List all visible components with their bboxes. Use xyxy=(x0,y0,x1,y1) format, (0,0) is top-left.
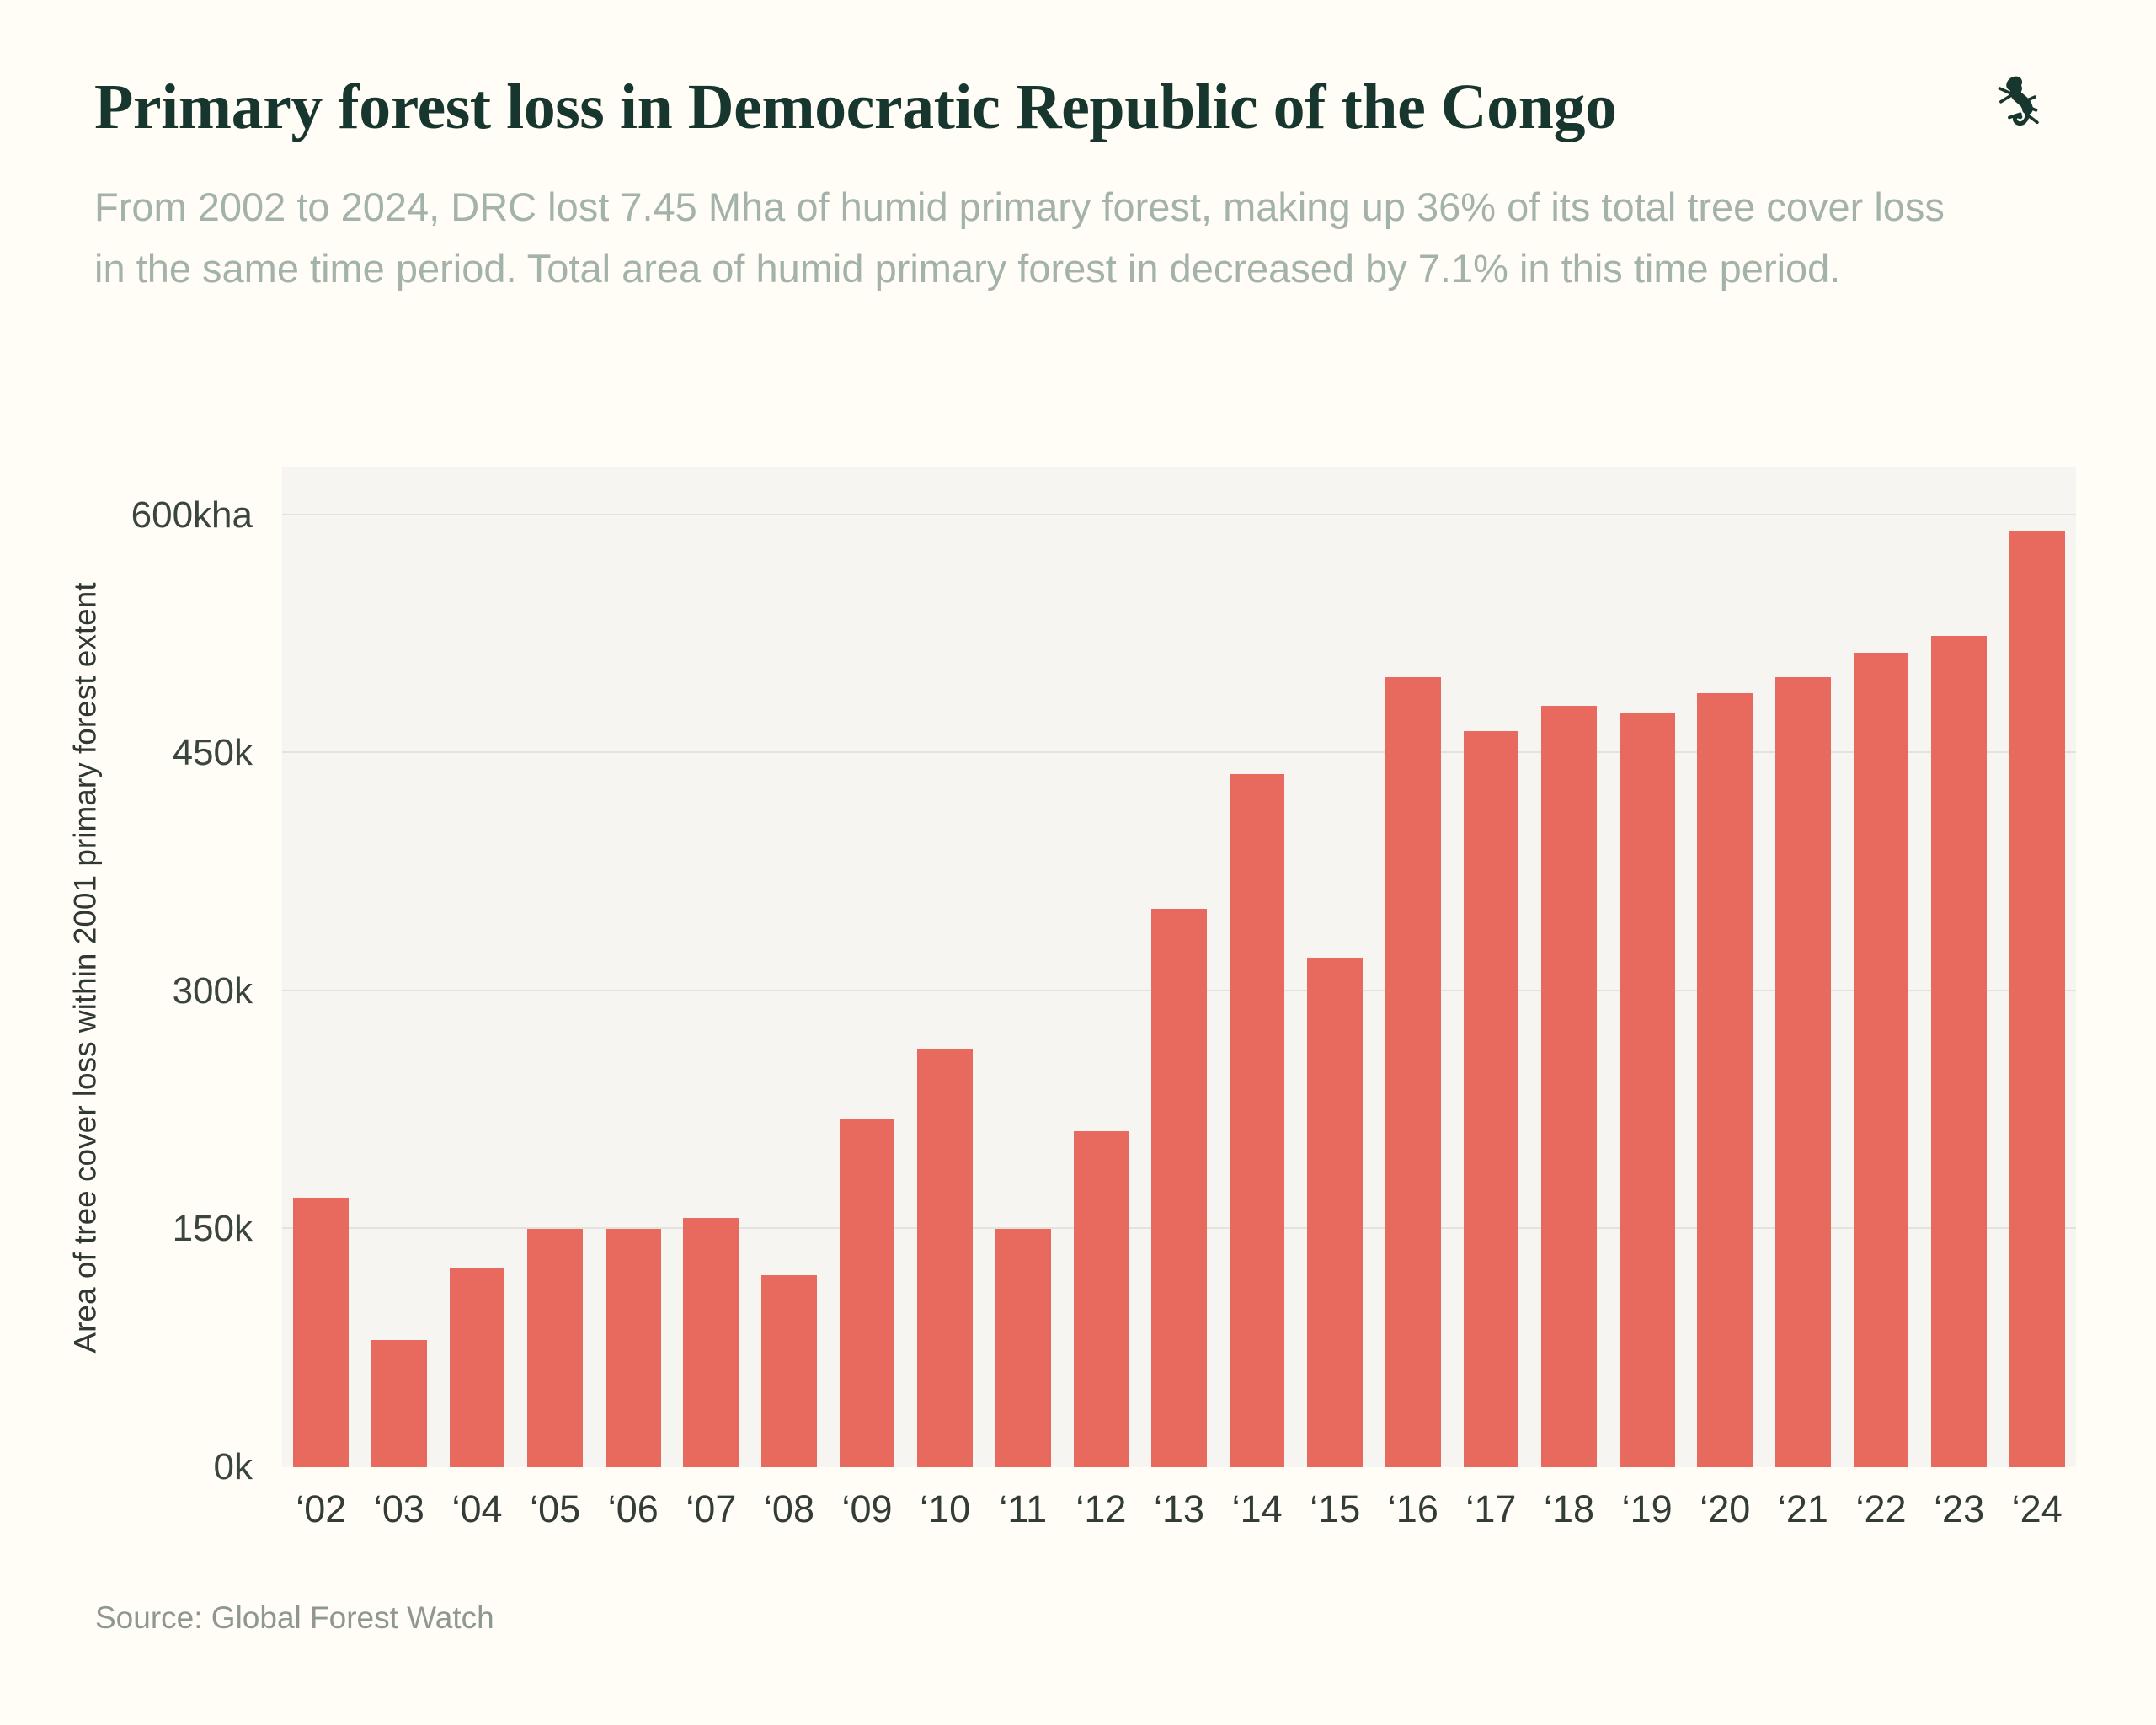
bar-slot xyxy=(282,467,360,1467)
x-tick-label: ‘05 xyxy=(530,1487,581,1530)
x-tick-label: ‘20 xyxy=(1700,1487,1751,1530)
bar-20 xyxy=(1697,692,1753,1467)
x-tick-label: ‘16 xyxy=(1387,1487,1438,1530)
y-axis-ticks: 0k 150k 300k 450k 600kha xyxy=(0,467,253,1487)
x-tick-label: ‘18 xyxy=(1544,1487,1595,1530)
y-tick-label: 300k xyxy=(172,969,253,1012)
bar-slot xyxy=(1062,467,1140,1467)
bar-slot xyxy=(1452,467,1530,1467)
x-tick-label: ‘21 xyxy=(1777,1487,1828,1530)
bars xyxy=(282,467,2076,1467)
bar-slot xyxy=(1218,467,1296,1467)
bar-slot xyxy=(1608,467,1686,1467)
bar-slot xyxy=(1686,467,1764,1467)
x-tick-label: ‘07 xyxy=(686,1487,737,1530)
y-tick-label: 150k xyxy=(172,1208,253,1250)
gridline xyxy=(282,513,2076,515)
x-tick-label: ‘22 xyxy=(1855,1487,1907,1530)
bar-slot xyxy=(360,467,439,1467)
bar-slot xyxy=(672,467,750,1467)
y-tick-label: 450k xyxy=(172,732,253,774)
x-tick-label: ‘15 xyxy=(1310,1487,1361,1530)
x-tick-label: ‘12 xyxy=(1075,1487,1127,1530)
bar-08 xyxy=(761,1275,817,1467)
bar-09 xyxy=(839,1118,895,1467)
x-tick-label: ‘14 xyxy=(1231,1487,1283,1530)
chart-subtitle: From 2002 to 2024, DRC lost 7.45 Mha of … xyxy=(94,184,1945,291)
bar-12 xyxy=(1073,1130,1129,1467)
bar-slot xyxy=(516,467,595,1467)
x-tick-label: ‘17 xyxy=(1465,1487,1517,1530)
x-tick-label: ‘09 xyxy=(841,1487,893,1530)
bar-14 xyxy=(1229,773,1285,1467)
bar-slot xyxy=(1296,467,1374,1467)
header: Primary forest loss in Democratic Republ… xyxy=(94,72,2065,300)
bar-slot xyxy=(1998,467,2076,1467)
x-axis-labels: ‘02 ‘03 ‘04 ‘05 ‘06 ‘07 ‘08 ‘09 ‘10 ‘11 ‘12 ‘13 ‘14 ‘… xyxy=(282,1487,2076,1531)
x-tick-label: ‘11 xyxy=(999,1487,1048,1530)
source-note: Source: Global Forest Watch xyxy=(95,1600,494,1635)
bar-07 xyxy=(683,1218,739,1467)
x-tick-label: ‘06 xyxy=(607,1487,659,1530)
bar-06 xyxy=(605,1229,661,1467)
bar-23 xyxy=(1931,635,1987,1467)
x-tick-label: ‘13 xyxy=(1153,1487,1205,1530)
bar-slot xyxy=(984,467,1062,1467)
bar-slot xyxy=(1920,467,1999,1467)
bar-slot xyxy=(1764,467,1843,1467)
bar-24 xyxy=(2009,531,2065,1467)
bar-02 xyxy=(293,1197,350,1467)
gridline xyxy=(282,751,2076,754)
bar-10 xyxy=(917,1049,974,1467)
bar-slot xyxy=(594,467,672,1467)
title-row: Primary forest loss in Democratic Republ… xyxy=(94,72,2065,147)
bar-slot xyxy=(828,467,906,1467)
bar-21 xyxy=(1775,676,1831,1467)
bar-16 xyxy=(1385,676,1441,1467)
bar-04 xyxy=(449,1267,505,1467)
bar-slot xyxy=(1374,467,1453,1467)
y-tick-label: 0k xyxy=(213,1446,253,1487)
bar-05 xyxy=(527,1229,583,1467)
x-tick-label: ‘10 xyxy=(920,1487,971,1530)
bar-slot xyxy=(906,467,985,1467)
x-tick-label: ‘04 xyxy=(451,1487,503,1530)
x-tick-label: ‘03 xyxy=(373,1487,424,1530)
x-tick-label: ‘24 xyxy=(2011,1487,2063,1530)
gecko-logo-icon xyxy=(1988,69,2065,147)
bar-slot xyxy=(1530,467,1609,1467)
bar-slot xyxy=(1842,467,1920,1467)
bar-15 xyxy=(1307,958,1364,1467)
bar-18 xyxy=(1541,705,1597,1467)
bar-13 xyxy=(1151,908,1207,1467)
y-tick-label: 600kha xyxy=(131,494,253,536)
x-tick-label: ‘19 xyxy=(1621,1487,1673,1530)
bar-slot xyxy=(1140,467,1219,1467)
x-tick-label: ‘08 xyxy=(763,1487,814,1530)
bar-03 xyxy=(371,1340,427,1467)
plot-area xyxy=(282,467,2076,1467)
bar-17 xyxy=(1463,730,1519,1467)
x-tick-label: ‘02 xyxy=(296,1487,347,1530)
bar-19 xyxy=(1619,713,1675,1467)
page-title: Primary forest loss in Democratic Republ… xyxy=(94,72,1617,142)
bar-slot xyxy=(750,467,829,1467)
bar-22 xyxy=(1853,653,1909,1467)
x-tick-label: ‘23 xyxy=(1934,1487,1985,1530)
bar-11 xyxy=(995,1229,1051,1467)
bar-slot xyxy=(438,467,516,1467)
